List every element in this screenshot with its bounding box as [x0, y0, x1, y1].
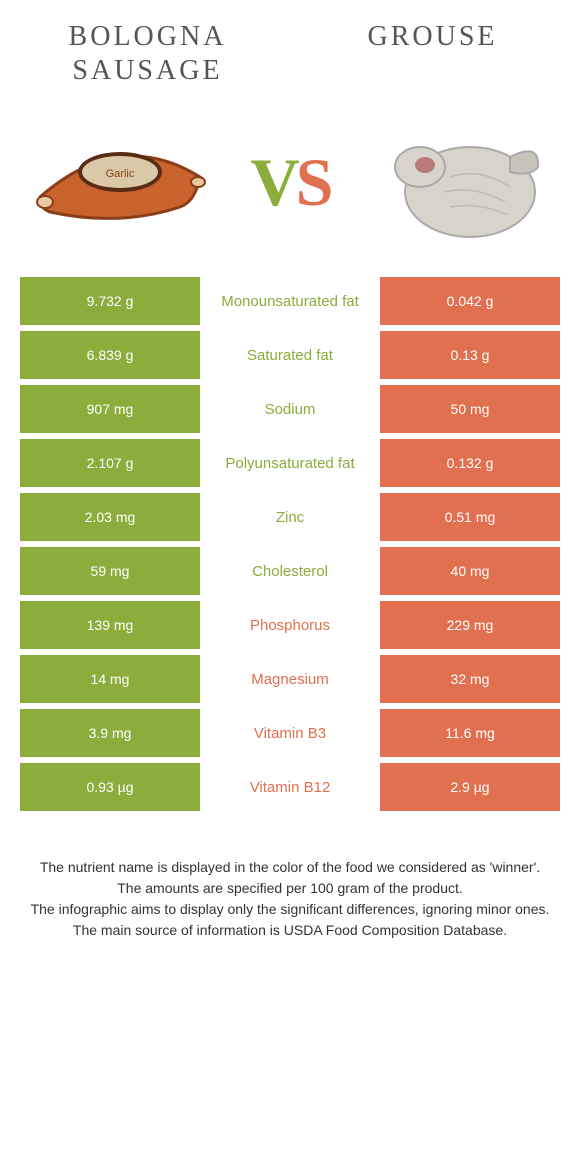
right-value: 0.042 g — [380, 277, 560, 325]
table-row: 14 mgMagnesium32 mg — [20, 655, 560, 703]
right-value: 50 mg — [380, 385, 560, 433]
nutrient-label: Monounsaturated fat — [200, 277, 380, 325]
left-value: 139 mg — [20, 601, 200, 649]
footer-line-3: The infographic aims to display only the… — [30, 899, 550, 920]
table-row: 9.732 gMonounsaturated fat0.042 g — [20, 277, 560, 325]
title-spacer — [275, 20, 305, 87]
images-row: Garlic VS — [0, 97, 580, 277]
left-food-image: Garlic — [20, 117, 220, 247]
vs-v: V — [251, 144, 296, 220]
sausage-icon: Garlic — [20, 117, 220, 247]
nutrient-label: Vitamin B12 — [200, 763, 380, 811]
left-value: 2.03 mg — [20, 493, 200, 541]
right-value: 40 mg — [380, 547, 560, 595]
nutrient-label: Polyunsaturated fat — [200, 439, 380, 487]
right-value: 2.9 µg — [380, 763, 560, 811]
footer-line-2: The amounts are specified per 100 gram o… — [30, 878, 550, 899]
left-value: 59 mg — [20, 547, 200, 595]
nutrient-label: Saturated fat — [200, 331, 380, 379]
table-row: 0.93 µgVitamin B122.9 µg — [20, 763, 560, 811]
left-value: 907 mg — [20, 385, 200, 433]
left-value: 0.93 µg — [20, 763, 200, 811]
comparison-table: 9.732 gMonounsaturated fat0.042 g 6.839 g… — [0, 277, 580, 811]
right-value: 32 mg — [380, 655, 560, 703]
nutrient-label: Vitamin B3 — [200, 709, 380, 757]
table-row: 139 mgPhosphorus229 mg — [20, 601, 560, 649]
vs-label: VS — [251, 143, 330, 222]
footer-line-4: The main source of information is USDA F… — [30, 920, 550, 941]
table-row: 2.03 mgZinc0.51 mg — [20, 493, 560, 541]
grouse-icon — [360, 117, 560, 247]
left-value: 9.732 g — [20, 277, 200, 325]
right-value: 0.13 g — [380, 331, 560, 379]
left-value: 3.9 mg — [20, 709, 200, 757]
left-value: 14 mg — [20, 655, 200, 703]
titles-row: BOLOGNA SAUSAGE GROUSE — [0, 0, 580, 97]
right-food-title: GROUSE — [305, 20, 560, 87]
right-value: 0.132 g — [380, 439, 560, 487]
left-food-title: BOLOGNA SAUSAGE — [20, 20, 275, 87]
nutrient-label: Phosphorus — [200, 601, 380, 649]
table-row: 2.107 gPolyunsaturated fat0.132 g — [20, 439, 560, 487]
vs-s: S — [296, 144, 330, 220]
right-value: 11.6 mg — [380, 709, 560, 757]
footer-notes: The nutrient name is displayed in the co… — [0, 817, 580, 941]
left-value: 2.107 g — [20, 439, 200, 487]
table-row: 3.9 mgVitamin B311.6 mg — [20, 709, 560, 757]
nutrient-label: Zinc — [200, 493, 380, 541]
table-row: 6.839 gSaturated fat0.13 g — [20, 331, 560, 379]
right-food-image — [360, 117, 560, 247]
nutrient-label: Sodium — [200, 385, 380, 433]
right-value: 0.51 mg — [380, 493, 560, 541]
left-value: 6.839 g — [20, 331, 200, 379]
right-value: 229 mg — [380, 601, 560, 649]
svg-text:Garlic: Garlic — [106, 168, 135, 180]
footer-line-1: The nutrient name is displayed in the co… — [30, 857, 550, 878]
nutrient-label: Cholesterol — [200, 547, 380, 595]
table-row: 59 mgCholesterol40 mg — [20, 547, 560, 595]
nutrient-label: Magnesium — [200, 655, 380, 703]
table-row: 907 mgSodium50 mg — [20, 385, 560, 433]
